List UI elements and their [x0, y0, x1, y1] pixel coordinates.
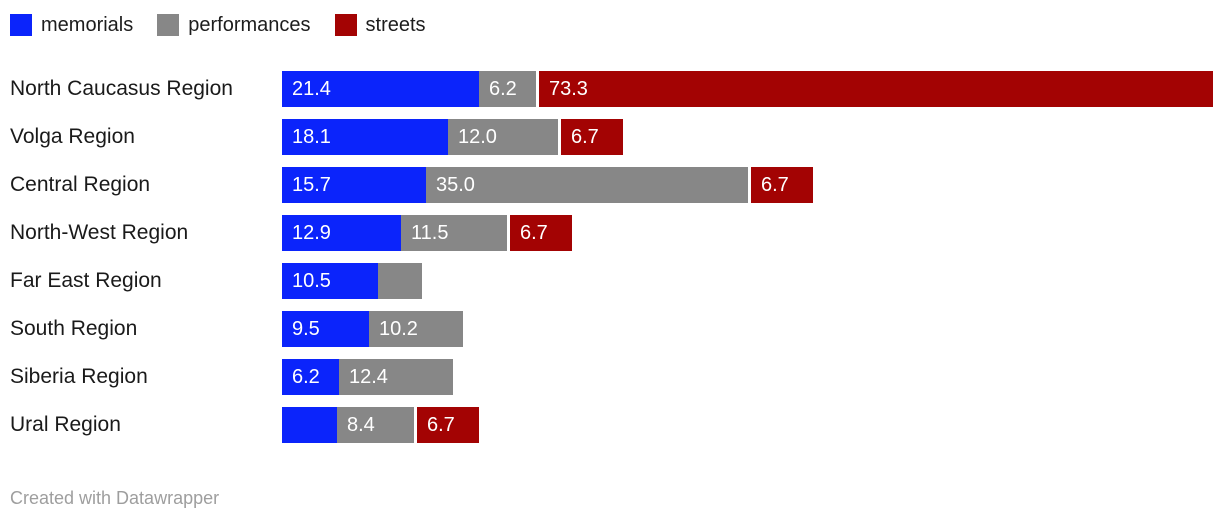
bar-group: 9.5 10.2	[282, 311, 463, 347]
bar-group: 21.4 6.2 73.3	[282, 71, 1213, 107]
legend-swatch-icon	[334, 14, 357, 36]
bar-segment-performances[interactable]: 12.4	[339, 359, 453, 395]
chart-row: Volga Region 18.1 12.0 6.7	[10, 113, 1220, 161]
bar-segment-memorials[interactable]: 21.4	[282, 71, 479, 107]
bar-segment-memorials[interactable]: 12.9	[282, 215, 401, 251]
bar-value-label: 12.9	[292, 221, 331, 244]
legend-item-streets: streets	[334, 14, 426, 36]
bar-value-label: 8.4	[347, 413, 375, 436]
bar-segment-memorials[interactable]: 15.7	[282, 167, 426, 203]
bar-segment-performances[interactable]: 10.2	[369, 311, 463, 347]
category-label: North-West Region	[10, 221, 189, 244]
bar-value-label: 11.5	[411, 221, 449, 244]
category-label: North Caucasus Region	[10, 77, 233, 100]
bar-segment-streets[interactable]: 73.3	[539, 71, 1213, 107]
bar-segment-streets[interactable]: 6.7	[751, 167, 813, 203]
bar-segment-performances[interactable]: 35.0	[426, 167, 748, 203]
bar-value-label: 9.5	[292, 317, 320, 340]
chart-row: Central Region 15.7 35.0 6.7	[10, 161, 1220, 209]
bar-value-label: 12.0	[458, 125, 497, 148]
bar-value-label: 12.4	[349, 365, 388, 388]
chart-rows: North Caucasus Region 21.4 6.2 73.3 Volga Re…	[0, 65, 1220, 449]
bar-segment-performances[interactable]: 12.0	[448, 119, 558, 155]
bar-value-label: 18.1	[292, 125, 331, 148]
bar-group: 10.5	[282, 263, 422, 299]
bar-value-label: 6.2	[489, 77, 517, 100]
category-label: Volga Region	[10, 125, 135, 148]
bar-value-label: 6.2	[292, 365, 320, 388]
datawrapper-credit-link[interactable]: Created with Datawrapper	[10, 488, 220, 508]
bar-segment-streets[interactable]: 6.7	[417, 407, 479, 443]
bar-value-label: 6.7	[520, 221, 548, 244]
bar-segment-memorials[interactable]	[282, 407, 337, 443]
bar-value-label: 6.7	[761, 173, 789, 196]
bar-segment-performances[interactable]: 11.5	[401, 215, 507, 251]
chart-row: Ural Region 8.4 6.7	[10, 401, 1220, 449]
legend-item-memorials: memorials	[10, 14, 133, 36]
bar-group: 6.2 12.4	[282, 359, 453, 395]
bar-segment-streets[interactable]: 6.7	[561, 119, 623, 155]
chart-row: North Caucasus Region 21.4 6.2 73.3	[10, 65, 1220, 113]
chart-row: North-West Region 12.9 11.5 6.7	[10, 209, 1220, 257]
bar-value-label: 10.5	[292, 269, 331, 292]
bar-group: 15.7 35.0 6.7	[282, 167, 813, 203]
category-label: Siberia Region	[10, 365, 148, 388]
bar-group: 18.1 12.0 6.7	[282, 119, 623, 155]
bar-value-label: 35.0	[436, 173, 475, 196]
bar-segment-performances[interactable]: 6.2	[479, 71, 536, 107]
bar-segment-memorials[interactable]: 18.1	[282, 119, 448, 155]
legend-swatch-icon	[10, 14, 32, 36]
bar-value-label: 6.7	[427, 413, 455, 436]
bar-value-label: 15.7	[292, 173, 331, 196]
bar-value-label: 21.4	[292, 77, 331, 100]
chart-row: Siberia Region 6.2 12.4	[10, 353, 1220, 401]
category-label: Far East Region	[10, 269, 162, 292]
category-label: South Region	[10, 317, 138, 340]
bar-value-label: 10.2	[379, 317, 418, 340]
category-label: Ural Region	[10, 413, 121, 436]
legend-item-performances: performances	[157, 14, 311, 36]
bar-value-label: 6.7	[571, 125, 599, 148]
bar-group: 8.4 6.7	[282, 407, 479, 443]
bar-segment-streets[interactable]: 6.7	[510, 215, 572, 251]
legend: memorials performances streets	[0, 0, 1220, 36]
bar-segment-performances[interactable]: 8.4	[337, 407, 414, 443]
category-label: Central Region	[10, 173, 151, 196]
bar-segment-performances[interactable]	[378, 263, 422, 299]
bar-group: 12.9 11.5 6.7	[282, 215, 572, 251]
legend-label: performances	[188, 14, 311, 36]
bar-value-label: 73.3	[549, 77, 588, 100]
bar-segment-memorials[interactable]: 9.5	[282, 311, 369, 347]
legend-swatch-icon	[157, 14, 180, 36]
bar-segment-memorials[interactable]: 6.2	[282, 359, 339, 395]
chart-row: Far East Region 10.5	[10, 257, 1220, 305]
bar-segment-memorials[interactable]: 10.5	[282, 263, 378, 299]
legend-label: streets	[365, 14, 426, 36]
legend-label: memorials	[41, 14, 134, 36]
chart-row: South Region 9.5 10.2	[10, 305, 1220, 353]
chart-footer: Created with Datawrapper	[0, 488, 1220, 509]
